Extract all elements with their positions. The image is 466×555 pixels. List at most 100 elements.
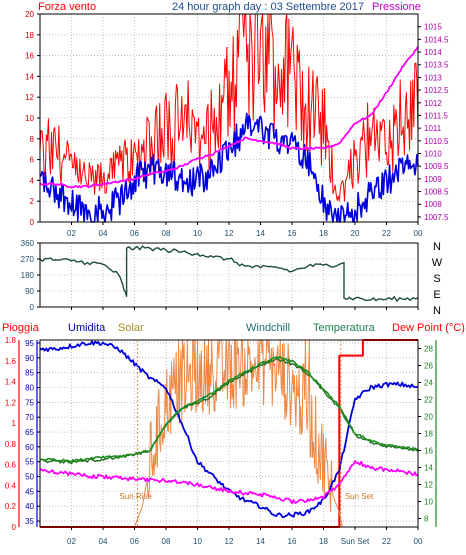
right-tick-label: 1014.5 [424, 35, 449, 44]
right-tick-label: 1011.5 [424, 111, 448, 120]
dir-tick-label: 90 [25, 287, 34, 296]
left-tick-label: 6 [30, 156, 35, 165]
compass-label: E [433, 289, 440, 301]
temp-tick-label: 14 [424, 464, 433, 473]
left-tick-label: 12 [25, 93, 34, 102]
rain-tick-label: 0.8 [5, 440, 17, 449]
wind-force-label: Forza vento [38, 1, 96, 13]
temp-tick-label: 28 [424, 345, 433, 354]
right-tick-label: 1015 [424, 23, 442, 32]
x-tick-label: 12 [225, 229, 234, 238]
left-tick-label: 16 [25, 52, 34, 61]
left-tick-label: 20 [25, 10, 34, 19]
axes-layer [18, 13, 437, 530]
x-tick-label: 16 [288, 229, 297, 238]
sunset-label: Sun Set [345, 492, 374, 501]
left-tick-label: 0 [30, 218, 35, 227]
temp-tick-label: 18 [424, 430, 433, 439]
series-dewpoint [39, 460, 419, 505]
x-tick-label: 10 [193, 229, 202, 238]
left-tick-label: 8 [30, 135, 35, 144]
x-tick-label: 00 [414, 537, 423, 546]
x-tick-label: Sun Set [341, 537, 370, 546]
x-tick-label: 22 [382, 537, 391, 546]
dewpoint-label: Dew Point (°C) [392, 322, 465, 334]
temp-tick-label: 22 [424, 396, 433, 405]
compass-label: S [433, 273, 440, 285]
series-pressure [39, 45, 419, 189]
right-tick-label: 1009 [424, 175, 442, 184]
humidity-tick-label: 75 [25, 398, 34, 407]
dir-tick-label: 180 [21, 271, 35, 280]
humidity-label: Umidita [68, 322, 106, 334]
humidity-tick-label: 45 [25, 487, 34, 496]
x-tick-label: 16 [288, 537, 297, 546]
humidity-tick-label: 35 [25, 517, 34, 526]
series-wind-average [39, 112, 419, 223]
right-tick-label: 1012.5 [424, 86, 449, 95]
right-tick-label: 1010.5 [424, 137, 449, 146]
rain-tick-label: 1.6 [5, 357, 17, 366]
temp-tick-label: 20 [424, 413, 433, 422]
x-tick-label: 02 [67, 537, 76, 546]
right-tick-label: 1011 [424, 124, 442, 133]
right-tick-label: 1007.5 [424, 213, 449, 222]
x-tick-label: 04 [99, 537, 108, 546]
rain-tick-label: 0.4 [5, 481, 17, 490]
x-tick-label: 00 [414, 229, 423, 238]
x-tick-label: 14 [256, 537, 265, 546]
temp-tick-label: 24 [424, 379, 433, 388]
solar-label: Solar [118, 322, 144, 334]
humidity-tick-label: 90 [25, 354, 34, 363]
temp-tick-label: 10 [424, 498, 433, 507]
series-windchill [39, 358, 419, 465]
tick-labels: 024681012141618201007.510081008.51009100… [5, 10, 449, 546]
rain-tick-label: 0.6 [5, 461, 17, 470]
humidity-tick-label: 65 [25, 428, 34, 437]
rain-tick-label: 0 [12, 523, 17, 532]
pressure-label: Pressione [372, 1, 421, 13]
humidity-tick-label: 55 [25, 458, 34, 467]
windchill-label: Windchill [246, 322, 290, 334]
temp-tick-label: 8 [424, 515, 429, 524]
right-tick-label: 1008 [424, 200, 442, 209]
right-tick-label: 1008.5 [424, 188, 449, 197]
x-tick-label: 08 [162, 537, 171, 546]
temp-tick-label: 26 [424, 362, 433, 371]
graph-title: 24 hour graph day : 03 Settembre 2017 [172, 1, 364, 13]
x-tick-label: 18 [319, 229, 328, 238]
humidity-tick-label: 80 [25, 383, 34, 392]
right-tick-label: 1014 [424, 48, 442, 57]
temperature-label: Temperatura [313, 322, 376, 334]
rain-tick-label: 1.4 [5, 378, 17, 387]
sunrise-label: Sun Rise [119, 492, 152, 501]
compass-label: N [433, 241, 441, 253]
x-tick-label: 08 [162, 229, 171, 238]
dir-tick-label: 270 [21, 255, 35, 264]
x-tick-label: 14 [256, 229, 265, 238]
temp-tick-label: 12 [424, 481, 433, 490]
humidity-tick-label: 70 [25, 413, 34, 422]
right-tick-label: 1013 [424, 73, 442, 82]
left-tick-label: 18 [25, 31, 34, 40]
compass-label: W [432, 257, 443, 269]
rain-label: Pioggia [2, 322, 40, 334]
left-tick-label: 4 [30, 176, 35, 185]
x-tick-label: 20 [351, 229, 360, 238]
series-wind-direction [39, 245, 419, 302]
series-wind-gust [39, 13, 419, 202]
right-tick-label: 1012 [424, 99, 442, 108]
left-tick-label: 14 [25, 72, 34, 81]
x-tick-label: 12 [225, 537, 234, 546]
annotations-layer: Sun Rise Sun Set [119, 340, 374, 527]
compass-label: N [433, 305, 441, 317]
right-tick-label: 1010 [424, 150, 442, 159]
right-tick-label: 1009.5 [424, 162, 449, 171]
left-tick-label: 2 [30, 197, 35, 206]
x-tick-label: 22 [382, 229, 391, 238]
rain-tick-label: 1 [12, 419, 17, 428]
left-tick-label: 10 [25, 114, 34, 123]
series-temperature [40, 356, 418, 463]
